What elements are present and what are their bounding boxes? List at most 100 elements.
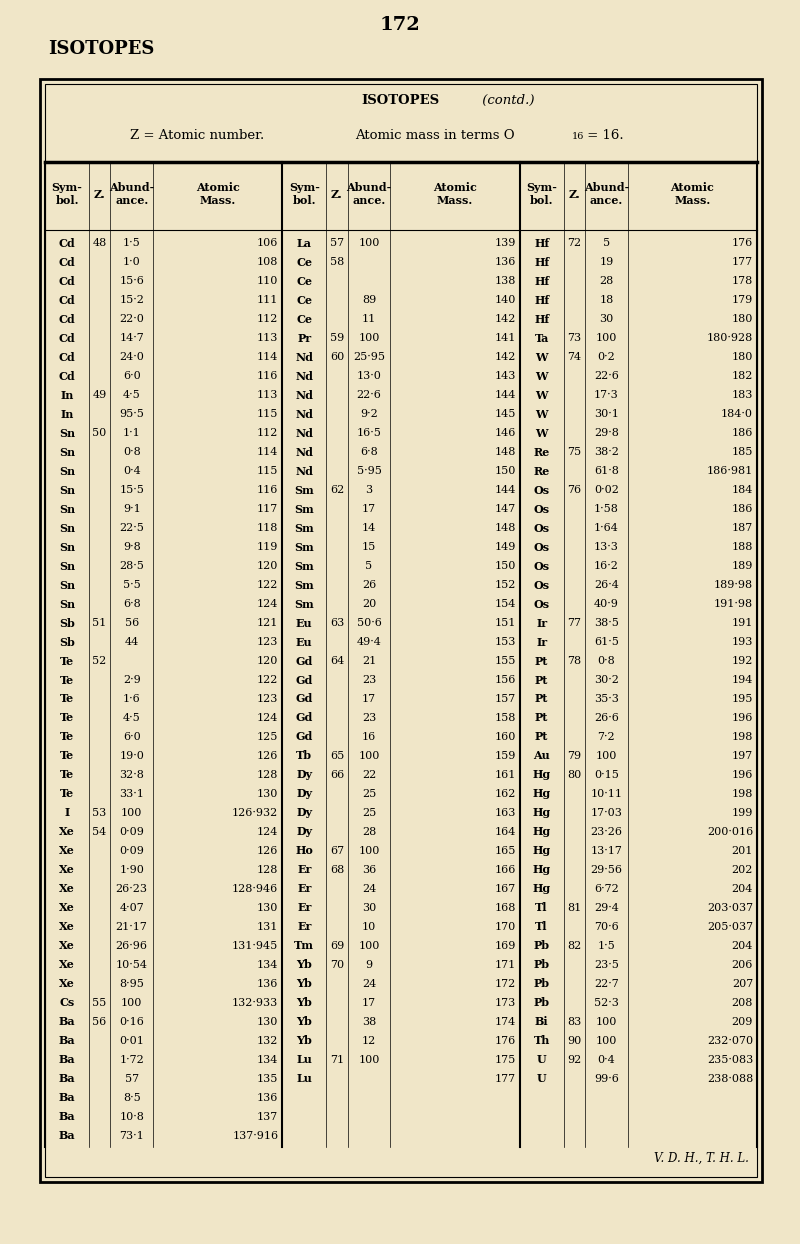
Text: Sn: Sn <box>59 522 75 534</box>
Text: 174: 174 <box>494 1016 516 1026</box>
Text: 57: 57 <box>125 1074 138 1084</box>
Text: 23: 23 <box>362 675 376 685</box>
Text: Ba: Ba <box>58 1074 75 1084</box>
Text: Cd: Cd <box>58 276 75 287</box>
Text: 124: 124 <box>257 713 278 723</box>
Text: 114: 114 <box>257 352 278 362</box>
Text: 15·5: 15·5 <box>119 485 144 495</box>
Text: 134: 134 <box>257 1055 278 1065</box>
Text: 26: 26 <box>362 580 376 590</box>
Text: 130: 130 <box>257 1016 278 1026</box>
Text: 170: 170 <box>494 922 516 932</box>
Text: 22·5: 22·5 <box>119 524 144 534</box>
Text: Yb: Yb <box>296 998 312 1008</box>
Text: 135: 135 <box>257 1074 278 1084</box>
Text: 6·0: 6·0 <box>122 731 141 741</box>
Text: 163: 163 <box>494 807 516 817</box>
Text: 30·1: 30·1 <box>594 409 618 419</box>
Text: 126: 126 <box>257 846 278 856</box>
Text: 112: 112 <box>257 428 278 438</box>
Text: Cs: Cs <box>59 998 74 1008</box>
Text: 51: 51 <box>93 618 106 628</box>
Text: 154: 154 <box>494 600 516 610</box>
Text: U: U <box>537 1054 546 1065</box>
Text: 26·23: 26·23 <box>116 883 148 893</box>
Text: 38·2: 38·2 <box>594 448 618 458</box>
Text: Te: Te <box>60 789 74 800</box>
Text: 183: 183 <box>732 391 753 401</box>
Text: 26·6: 26·6 <box>594 713 618 723</box>
Text: 67: 67 <box>330 846 344 856</box>
Text: 160: 160 <box>494 731 516 741</box>
Text: 143: 143 <box>494 372 516 382</box>
Text: Hg: Hg <box>533 846 550 856</box>
Text: 204: 204 <box>732 940 753 950</box>
Text: Ba: Ba <box>58 1035 75 1046</box>
Text: 8·95: 8·95 <box>119 979 144 989</box>
Text: 132·933: 132·933 <box>232 998 278 1008</box>
Text: Yb: Yb <box>296 959 312 970</box>
Text: 157: 157 <box>494 694 516 704</box>
Text: Pb: Pb <box>534 978 550 989</box>
Text: 65: 65 <box>330 751 344 761</box>
Text: 50·6: 50·6 <box>357 618 382 628</box>
Text: 8·5: 8·5 <box>122 1092 141 1102</box>
Text: 189: 189 <box>732 561 753 571</box>
Text: 139: 139 <box>494 239 516 249</box>
Text: 77: 77 <box>567 618 582 628</box>
Text: 194: 194 <box>732 675 753 685</box>
Text: 19: 19 <box>599 258 614 267</box>
Text: 5: 5 <box>602 239 610 249</box>
Text: ISOTOPES: ISOTOPES <box>361 95 439 107</box>
Text: 28: 28 <box>362 827 376 837</box>
Text: Xe: Xe <box>59 978 75 989</box>
Text: 70: 70 <box>330 959 344 969</box>
Text: 117: 117 <box>257 504 278 514</box>
Text: 207: 207 <box>732 979 753 989</box>
Text: Te: Te <box>60 674 74 685</box>
Text: 10·54: 10·54 <box>116 959 148 969</box>
Text: 136: 136 <box>257 979 278 989</box>
Text: 172: 172 <box>494 979 516 989</box>
Text: 125: 125 <box>257 731 278 741</box>
Text: Eu: Eu <box>296 637 313 648</box>
Text: 166: 166 <box>494 865 516 875</box>
Text: W: W <box>535 428 548 439</box>
Text: Tl: Tl <box>535 902 548 913</box>
Text: 13·17: 13·17 <box>590 846 622 856</box>
Text: 52·3: 52·3 <box>594 998 618 1008</box>
Text: Dy: Dy <box>296 769 312 780</box>
Text: Ce: Ce <box>296 313 312 325</box>
Text: Os: Os <box>534 580 550 591</box>
Text: 206: 206 <box>732 959 753 969</box>
Text: 30: 30 <box>362 903 376 913</box>
Text: 95·5: 95·5 <box>119 409 144 419</box>
Text: Lu: Lu <box>296 1054 312 1065</box>
Text: Ce: Ce <box>296 276 312 287</box>
Text: 28·5: 28·5 <box>119 561 144 571</box>
Text: 162: 162 <box>494 789 516 799</box>
Text: 19·0: 19·0 <box>119 751 144 761</box>
Bar <box>40 80 762 1182</box>
Text: 100: 100 <box>358 333 380 343</box>
Text: Z.: Z. <box>331 189 342 199</box>
Text: 24: 24 <box>362 883 376 893</box>
Text: Re: Re <box>534 447 550 458</box>
Text: 32·8: 32·8 <box>119 770 144 780</box>
Text: 0·4: 0·4 <box>598 1055 615 1065</box>
Text: Te: Te <box>60 713 74 724</box>
Text: 1·64: 1·64 <box>594 524 618 534</box>
Text: Pt: Pt <box>535 693 548 704</box>
Text: 177: 177 <box>732 258 753 267</box>
Text: 126: 126 <box>257 751 278 761</box>
Text: Os: Os <box>534 504 550 515</box>
Text: 119: 119 <box>257 542 278 552</box>
Text: Te: Te <box>60 769 74 780</box>
Text: 116: 116 <box>257 485 278 495</box>
Text: Hg: Hg <box>533 769 550 780</box>
Text: 1·5: 1·5 <box>598 940 615 950</box>
Text: Sn: Sn <box>59 428 75 439</box>
Text: Hg: Hg <box>533 865 550 876</box>
Text: V. D. H., T. H. L.: V. D. H., T. H. L. <box>654 1152 749 1164</box>
Text: 158: 158 <box>494 713 516 723</box>
